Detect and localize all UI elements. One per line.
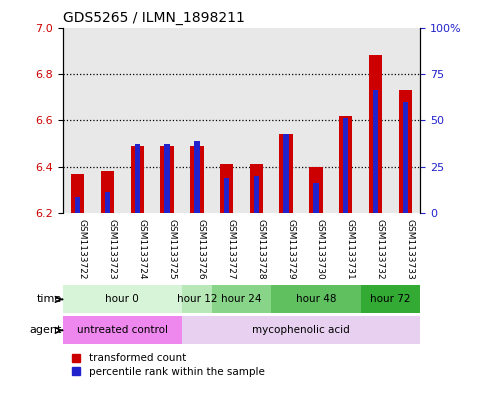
Text: GSM1133724: GSM1133724 — [137, 219, 146, 279]
Bar — [284, 134, 289, 213]
Bar — [71, 174, 85, 213]
Bar — [271, 285, 361, 313]
Text: GSM1133730: GSM1133730 — [316, 219, 325, 279]
Text: GSM1133728: GSM1133728 — [256, 219, 265, 279]
Bar — [361, 285, 420, 313]
Bar — [224, 178, 229, 213]
Bar — [63, 285, 182, 313]
Text: GDS5265 / ILMN_1898211: GDS5265 / ILMN_1898211 — [63, 11, 245, 25]
Bar — [130, 146, 144, 213]
Text: hour 24: hour 24 — [221, 294, 262, 305]
Bar — [313, 183, 319, 213]
Text: agent: agent — [30, 325, 62, 335]
Text: GSM1133722: GSM1133722 — [78, 219, 86, 279]
Text: hour 72: hour 72 — [370, 294, 411, 305]
Bar — [280, 134, 293, 213]
Bar — [250, 164, 263, 213]
Bar — [101, 171, 114, 213]
Text: hour 0: hour 0 — [105, 294, 139, 305]
Text: hour 12: hour 12 — [177, 294, 217, 305]
Text: untreated control: untreated control — [77, 325, 168, 335]
Bar — [75, 197, 80, 213]
Text: GSM1133725: GSM1133725 — [167, 219, 176, 279]
Bar — [398, 90, 412, 213]
Bar — [164, 143, 170, 213]
Text: GSM1133732: GSM1133732 — [376, 219, 384, 279]
Bar — [160, 146, 174, 213]
Text: time: time — [37, 294, 62, 305]
Bar — [182, 285, 212, 313]
Text: GSM1133731: GSM1133731 — [346, 219, 355, 279]
Bar — [309, 167, 323, 213]
Bar — [63, 316, 182, 344]
Text: GSM1133733: GSM1133733 — [405, 219, 414, 279]
Bar — [190, 146, 203, 213]
Bar — [254, 176, 259, 213]
Bar — [182, 316, 420, 344]
Text: GSM1133726: GSM1133726 — [197, 219, 206, 279]
Bar — [373, 90, 378, 213]
Bar — [105, 192, 110, 213]
Text: GSM1133729: GSM1133729 — [286, 219, 295, 279]
Bar — [403, 102, 408, 213]
Text: mycophenolic acid: mycophenolic acid — [252, 325, 350, 335]
Text: GSM1133727: GSM1133727 — [227, 219, 236, 279]
Bar — [339, 116, 353, 213]
Text: GSM1133723: GSM1133723 — [108, 219, 116, 279]
Bar — [220, 164, 233, 213]
Legend: transformed count, percentile rank within the sample: transformed count, percentile rank withi… — [68, 349, 269, 381]
Bar — [343, 118, 348, 213]
Bar — [369, 55, 382, 213]
Text: hour 48: hour 48 — [296, 294, 336, 305]
Bar — [135, 143, 140, 213]
Bar — [212, 285, 271, 313]
Bar — [194, 141, 199, 213]
